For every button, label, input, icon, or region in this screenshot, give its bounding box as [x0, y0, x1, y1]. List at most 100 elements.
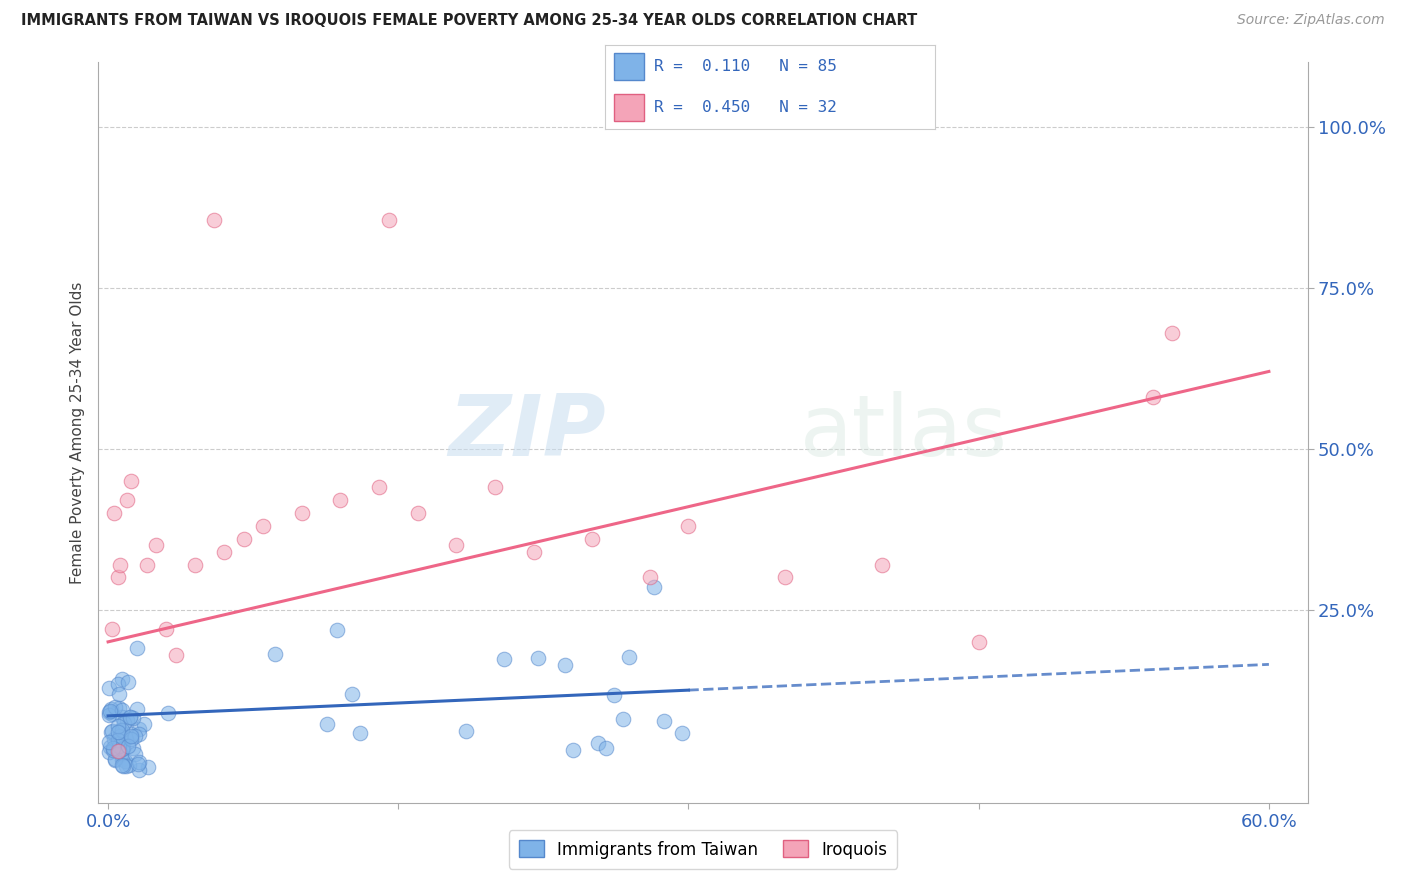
- Point: [145, 538, 167, 552]
- Point: [581, 532, 603, 546]
- Point: [1161, 326, 1184, 340]
- Point: [252, 519, 274, 533]
- Point: [107, 719, 129, 733]
- Point: [114, 729, 136, 743]
- Point: [671, 726, 693, 740]
- Point: [111, 752, 134, 766]
- Point: [98, 745, 121, 759]
- Point: [125, 702, 148, 716]
- Point: [111, 703, 134, 717]
- Point: [107, 744, 129, 758]
- Point: [111, 740, 134, 755]
- Point: [121, 727, 143, 741]
- Point: [107, 742, 129, 756]
- Point: [204, 213, 226, 227]
- Point: [290, 506, 312, 520]
- Point: [132, 717, 155, 731]
- Point: [232, 532, 254, 546]
- Point: [98, 704, 121, 718]
- FancyBboxPatch shape: [614, 54, 644, 80]
- Point: [120, 731, 142, 746]
- Point: [135, 558, 157, 572]
- Point: [136, 759, 159, 773]
- Point: [108, 700, 131, 714]
- Point: [103, 506, 125, 520]
- FancyBboxPatch shape: [614, 94, 644, 120]
- Point: [108, 558, 131, 572]
- Point: [128, 755, 150, 769]
- Point: [128, 763, 150, 777]
- Point: [110, 747, 132, 761]
- Point: [326, 623, 349, 637]
- Point: [349, 726, 371, 740]
- Point: [118, 710, 141, 724]
- Text: R =  0.110   N = 85: R = 0.110 N = 85: [654, 59, 837, 74]
- Point: [377, 213, 399, 227]
- Point: [184, 558, 207, 572]
- Point: [98, 705, 121, 719]
- Point: [484, 480, 506, 494]
- Point: [100, 725, 122, 739]
- Point: [115, 713, 138, 727]
- Point: [100, 724, 122, 739]
- Point: [117, 739, 139, 753]
- Point: [617, 649, 640, 664]
- Point: [107, 725, 129, 739]
- Point: [111, 758, 134, 772]
- Point: [101, 707, 124, 722]
- Point: [316, 717, 339, 731]
- Point: [114, 754, 136, 768]
- Point: [212, 545, 235, 559]
- Point: [117, 493, 139, 508]
- Point: [342, 687, 364, 701]
- Point: [118, 710, 141, 724]
- Point: [103, 731, 125, 746]
- Legend: Immigrants from Taiwan, Iroquois: Immigrants from Taiwan, Iroquois: [509, 830, 897, 869]
- Point: [562, 743, 585, 757]
- Point: [523, 545, 546, 559]
- Point: [101, 622, 124, 636]
- Point: [967, 635, 990, 649]
- Point: [111, 709, 134, 723]
- Text: ZIP: ZIP: [449, 391, 606, 475]
- Point: [111, 758, 134, 772]
- Point: [128, 727, 150, 741]
- Point: [98, 739, 121, 754]
- Point: [120, 729, 142, 743]
- Point: [100, 702, 122, 716]
- Point: [406, 506, 429, 520]
- Point: [115, 758, 138, 772]
- Point: [773, 570, 796, 584]
- Text: atlas: atlas: [800, 391, 1008, 475]
- Point: [603, 689, 626, 703]
- Point: [643, 580, 665, 594]
- Point: [107, 676, 129, 690]
- Point: [446, 538, 468, 552]
- Point: [107, 744, 129, 758]
- Point: [120, 474, 142, 488]
- Point: [107, 688, 129, 702]
- Point: [108, 729, 131, 743]
- Point: [329, 493, 352, 508]
- Point: [112, 716, 135, 731]
- Point: [157, 706, 180, 721]
- Point: [124, 729, 146, 743]
- Text: IMMIGRANTS FROM TAIWAN VS IROQUOIS FEMALE POVERTY AMONG 25-34 YEAR OLDS CORRELAT: IMMIGRANTS FROM TAIWAN VS IROQUOIS FEMAL…: [21, 13, 917, 29]
- Point: [368, 480, 391, 494]
- Text: R =  0.450   N = 32: R = 0.450 N = 32: [654, 100, 837, 115]
- Point: [122, 741, 145, 756]
- Point: [263, 647, 285, 661]
- Point: [111, 741, 134, 756]
- Point: [122, 711, 145, 725]
- Point: [118, 758, 141, 772]
- Point: [107, 744, 129, 758]
- Point: [104, 752, 127, 766]
- Point: [586, 736, 609, 750]
- Point: [165, 648, 187, 662]
- Y-axis label: Female Poverty Among 25-34 Year Olds: Female Poverty Among 25-34 Year Olds: [69, 282, 84, 583]
- Point: [125, 640, 148, 655]
- Point: [115, 731, 138, 746]
- Point: [527, 651, 550, 665]
- Point: [124, 747, 146, 762]
- Point: [98, 681, 121, 696]
